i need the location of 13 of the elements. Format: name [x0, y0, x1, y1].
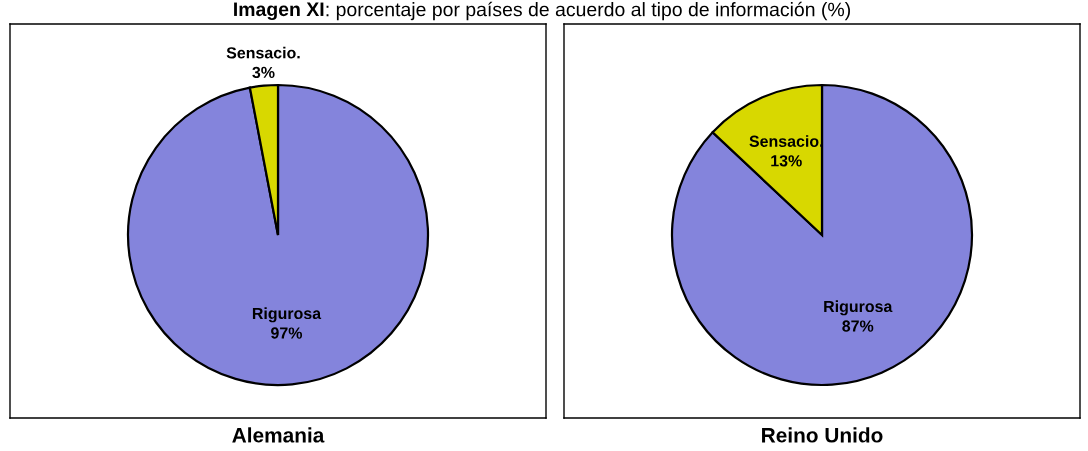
text: Reino Unido	[762, 427, 883, 443]
text: Alemania	[232, 427, 325, 443]
slice-label: Rigurosa	[252, 307, 322, 323]
text: Imagen XI: porcentaje por países de acuerdo al tipo de información (%)	[234, 1, 850, 21]
pie-slice	[670, 83, 974, 387]
data-label: 97%	[271, 327, 303, 339]
data-label: 3%	[252, 66, 275, 79]
data-label: 13%	[771, 155, 802, 167]
slice-label: Sensacio.	[226, 46, 300, 59]
slice-label: Sensacio.	[749, 135, 823, 147]
data-label: 87%	[842, 320, 874, 332]
slice-label: Rigurosa	[824, 300, 893, 316]
pie-slice	[126, 83, 430, 387]
